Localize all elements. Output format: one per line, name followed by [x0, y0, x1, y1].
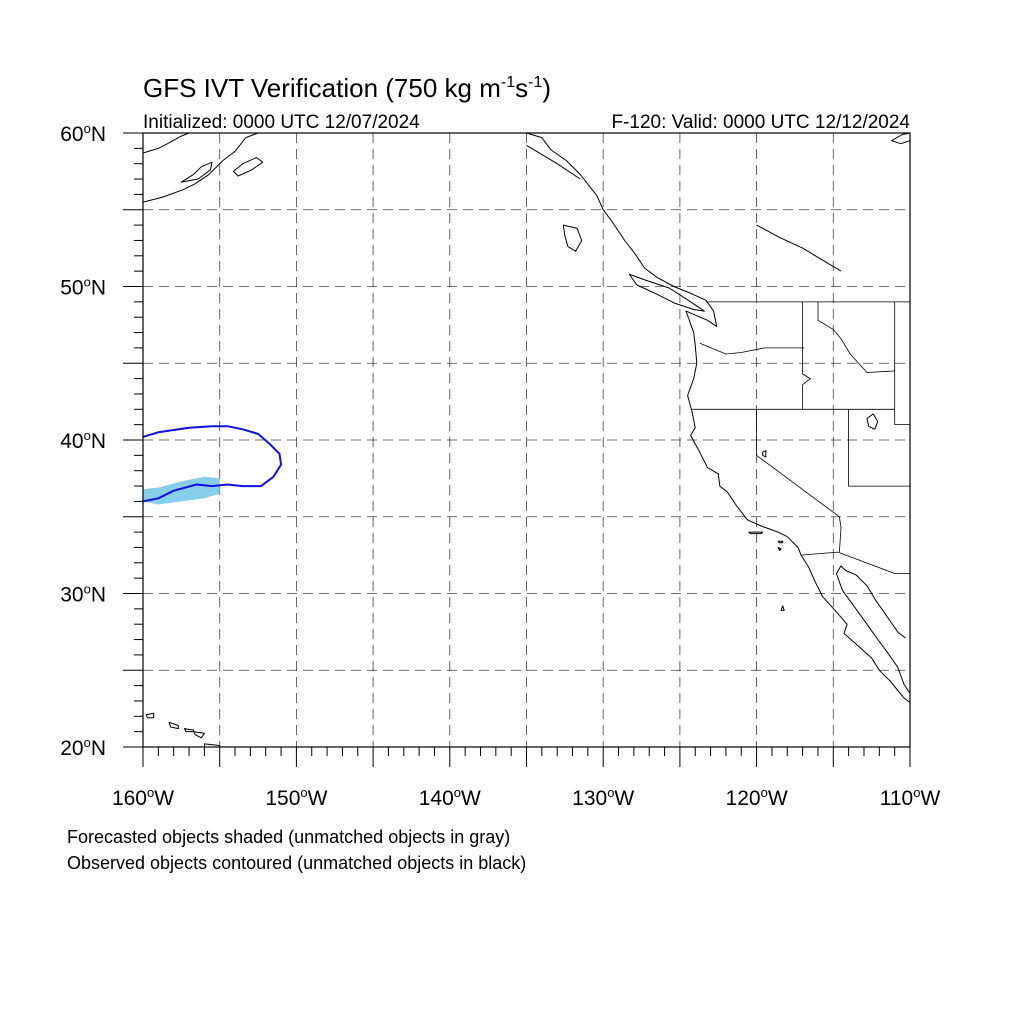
lon-label: 160oW — [112, 785, 174, 810]
state-boundary — [848, 409, 910, 487]
state-boundary — [699, 342, 805, 355]
valid-time: F-120: Valid: 0000 UTC 12/12/2024 — [611, 112, 910, 133]
island — [777, 540, 784, 544]
lake — [762, 450, 767, 458]
island — [203, 743, 221, 747]
island — [145, 712, 155, 719]
lon-label: 150oW — [265, 785, 327, 810]
island — [180, 161, 213, 183]
state-boundary — [801, 551, 910, 574]
forecast-objects — [143, 476, 220, 505]
lat-label: 60oN — [60, 121, 106, 146]
river — [756, 224, 842, 272]
island — [562, 224, 583, 252]
lat-label: 40oN — [60, 428, 106, 453]
init-time: Initialized: 0000 UTC 12/07/2024 — [143, 112, 420, 133]
lon-label: 140oW — [419, 785, 481, 810]
island — [748, 531, 764, 535]
forecast-object-shade — [143, 476, 220, 505]
coastline-segment — [526, 133, 910, 703]
lake — [866, 413, 879, 430]
river — [526, 144, 581, 180]
lon-label: 120oW — [726, 785, 788, 810]
island — [780, 605, 785, 611]
axis-ticks — [123, 132, 911, 767]
island — [183, 728, 195, 733]
state-boundary — [817, 301, 895, 373]
island — [233, 157, 264, 177]
political-boundaries — [692, 301, 910, 574]
island — [628, 273, 705, 312]
state-boundary — [756, 409, 842, 553]
state-boundary — [802, 301, 895, 410]
island — [777, 547, 782, 551]
note-forecast: Forecasted objects shaded (unmatched obj… — [67, 827, 510, 847]
coastline-segment — [891, 133, 910, 145]
lon-label: 110oW — [880, 785, 941, 810]
note-observed: Observed objects contoured (unmatched ob… — [67, 853, 526, 873]
state-boundary — [894, 301, 910, 426]
lat-label: 50oN — [60, 275, 106, 300]
lon-label: 130oW — [572, 785, 634, 810]
lat-label: 20oN — [60, 735, 106, 760]
map-title: GFS IVT Verification (750 kg m-1s-1) — [143, 73, 551, 103]
observed-object-contour — [143, 425, 283, 503]
coastline-segment — [143, 133, 259, 203]
island — [168, 721, 179, 730]
graticule — [143, 133, 910, 747]
coastline-segment — [143, 133, 190, 154]
coastline-segment — [835, 565, 910, 694]
observed-objects — [143, 425, 283, 503]
island — [193, 731, 205, 739]
lat-label: 30oN — [60, 582, 106, 607]
coastlines — [143, 133, 910, 747]
